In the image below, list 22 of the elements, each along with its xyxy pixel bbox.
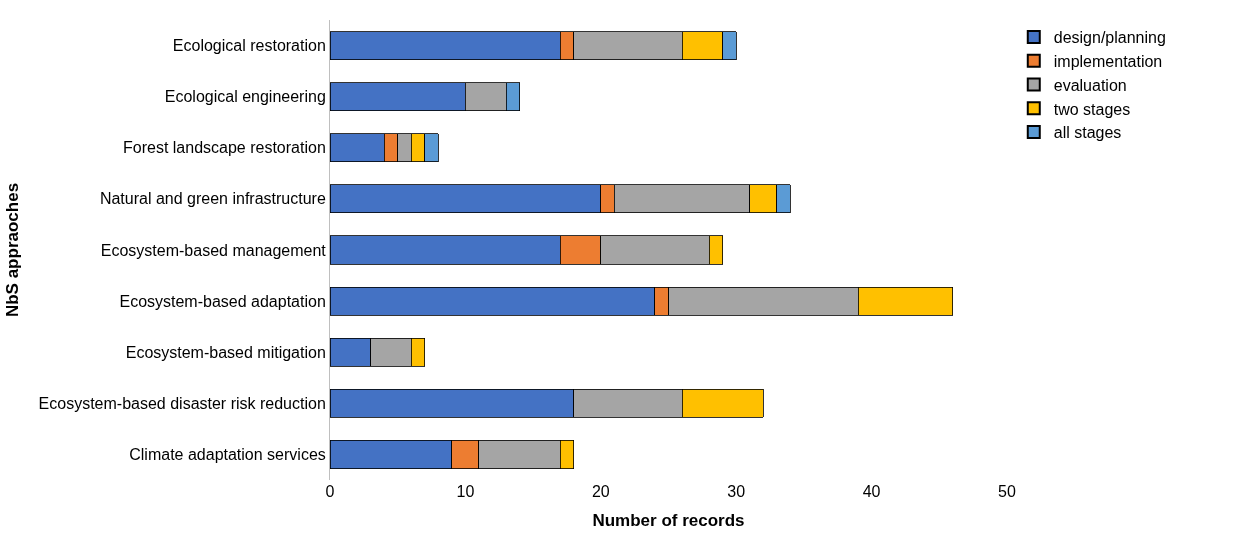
x-tick-label: 40 (862, 483, 881, 500)
x-tick-label: 10 (456, 483, 475, 500)
y-tick-label: Ecological restoration (172, 37, 326, 55)
x-tick-label: 50 (998, 483, 1016, 500)
y-tick-label: Ecological engineering (164, 88, 326, 106)
x-tick-label: 20 (591, 483, 610, 500)
y-tick-label: Climate adaptation services (129, 446, 326, 464)
y-tick-label: Forest landscape restoration (123, 139, 326, 157)
legend-label: evaluation (1053, 76, 1127, 94)
y-tick-label: Ecosystem-based mitigation (125, 343, 326, 361)
y-tick-label: Ecosystem-based adaptation (119, 292, 326, 310)
y-tick-label: Ecosystem-based disaster risk reduction (38, 394, 326, 412)
y-tick-label: Ecosystem-based management (100, 241, 327, 259)
x-axis-title: Number of records (592, 511, 745, 531)
y-axis-title: NbS appraoches (3, 182, 23, 318)
y-tick-label: Natural and green infrastructure (99, 190, 326, 208)
x-tick-label: 0 (325, 483, 335, 500)
legend-label: all stages (1053, 124, 1122, 142)
x-tick-label: 30 (727, 483, 746, 500)
legend-label: two stages (1053, 100, 1131, 118)
legend-label: implementation (1053, 52, 1163, 70)
legend-label: design/planning (1053, 29, 1166, 47)
